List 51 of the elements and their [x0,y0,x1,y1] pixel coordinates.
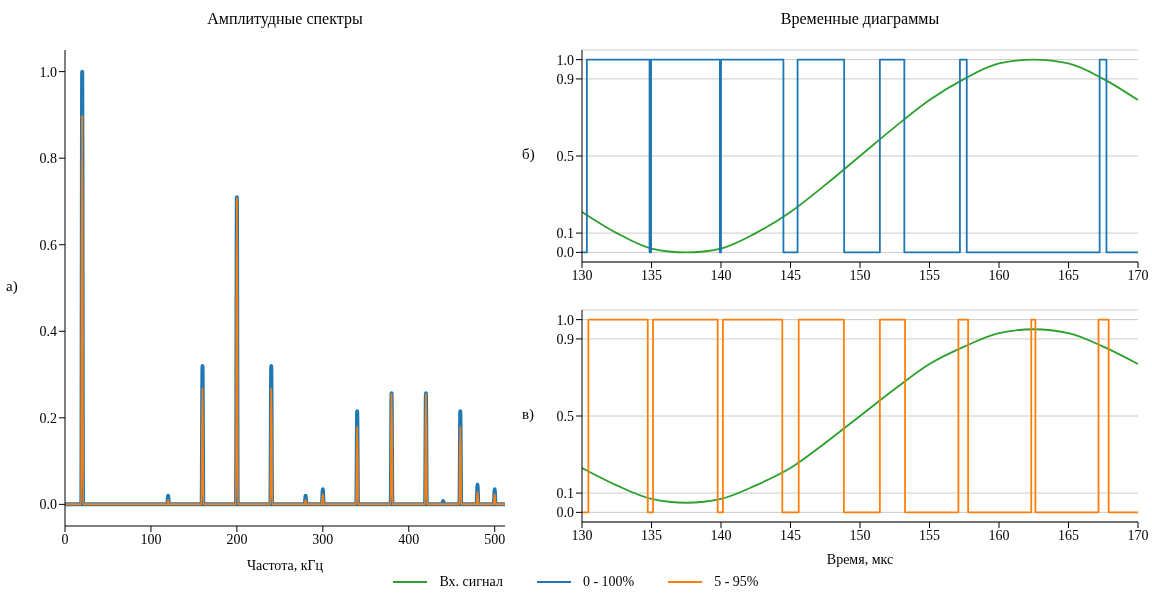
x-tick-label: 200 [226,531,248,547]
x-tick-label: 0 [61,531,69,547]
y-tick-label: 0.5 [556,148,574,164]
x-tick-label: 145 [780,527,801,543]
text: а) [6,278,18,295]
line-series [582,58,1138,254]
y-tick-label: 0.4 [39,324,57,340]
x-tick-label: 150 [849,267,871,283]
x-tick-label: 300 [312,531,334,547]
x-axis-title: Время, мкс [825,552,895,568]
x-tick-label: 165 [1058,527,1079,543]
x-tick-label: 160 [988,527,1010,543]
legend-label: Вх. сигнал [439,574,503,590]
legend-label: 5 - 95% [714,574,759,590]
text: б) [522,146,535,163]
legend-label: 0 - 100% [582,574,635,590]
y-tick-label: 0.9 [556,331,574,347]
x-tick-label: 155 [919,267,940,283]
chart-title: Амплитудные спектры [206,10,364,28]
y-tick-label: 0.0 [39,497,57,513]
x-tick-label: 135 [641,267,662,283]
y-tick-label: 0.8 [39,151,57,167]
y-tick-label: 0.9 [556,71,574,87]
x-tick-label: 160 [988,267,1010,283]
y-tick-label: 0.2 [39,410,57,426]
x-tick-label: 165 [1058,267,1079,283]
x-tick-label: 140 [710,527,732,543]
y-tick-label: 0.1 [556,226,574,242]
text: в) [522,406,535,423]
x-tick-label: 500 [484,531,506,547]
y-tick-label: 0.0 [556,505,574,521]
x-tick-label: 400 [398,531,420,547]
y-tick-label: 1.0 [556,312,574,328]
y-tick-label: 1.0 [39,64,57,80]
y-tick-label: 0.6 [39,237,57,253]
y-tick-label: 0.5 [556,408,574,424]
y-tick-label: 0.1 [556,486,574,502]
y-tick-label: 1.0 [556,52,574,68]
x-tick-label: 170 [1127,267,1149,283]
x-axis-title: Частота, кГц [245,558,325,574]
x-tick-label: 100 [140,531,162,547]
x-tick-label: 140 [710,267,732,283]
x-tick-label: 130 [571,267,593,283]
x-tick-label: 135 [641,527,662,543]
y-tick-label: 0.0 [556,245,574,261]
x-tick-label: 155 [919,527,940,543]
x-tick-label: 150 [849,527,871,543]
x-tick-label: 145 [780,267,801,283]
x-tick-label: 130 [571,527,593,543]
x-tick-label: 170 [1127,527,1149,543]
chart-title: Временные диаграммы [779,10,941,28]
